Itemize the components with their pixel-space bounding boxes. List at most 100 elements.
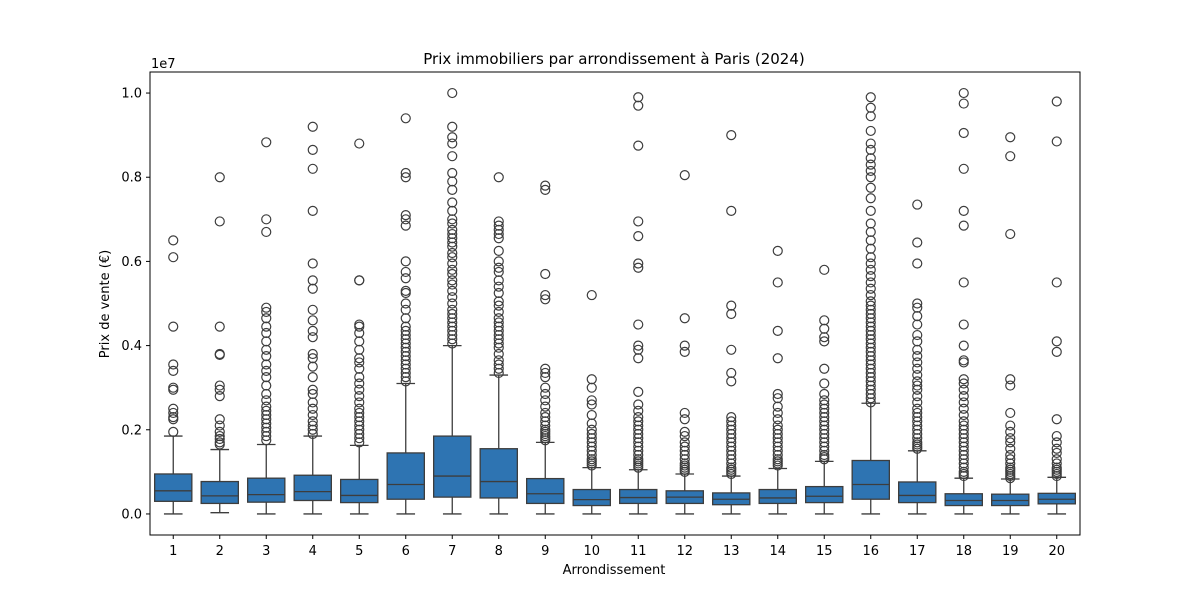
outlier-point xyxy=(493,359,504,370)
outlier-point xyxy=(354,357,365,368)
outlier-point xyxy=(958,378,969,389)
box-11 xyxy=(619,92,658,515)
outlier-point xyxy=(819,395,830,406)
outlier-point xyxy=(958,127,969,139)
chart-title: Prix immobiliers par arrondissement à Pa… xyxy=(423,50,804,68)
x-tick-label: 3 xyxy=(262,544,270,559)
outlier-point xyxy=(865,264,876,275)
outlier-point xyxy=(586,399,597,410)
outlier-point xyxy=(865,235,876,246)
outlier-point xyxy=(633,386,644,397)
outlier-point xyxy=(1051,277,1062,288)
outlier-point xyxy=(1005,449,1016,461)
outlier-point xyxy=(819,264,830,275)
outlier-point xyxy=(772,325,783,336)
outlier-point xyxy=(354,403,365,414)
outlier-point xyxy=(865,111,876,122)
x-tick-label: 12 xyxy=(676,544,693,559)
outlier-point xyxy=(586,428,597,440)
outlier-point xyxy=(679,437,690,448)
box-iqr xyxy=(572,488,612,507)
box-12 xyxy=(665,170,705,515)
outlier-point xyxy=(447,268,458,280)
outlier-point xyxy=(912,397,923,408)
outlier-point xyxy=(772,414,783,425)
outlier-point xyxy=(1005,443,1016,454)
box-3 xyxy=(246,137,286,515)
outlier-point xyxy=(214,430,225,442)
outlier-point xyxy=(865,102,876,113)
outlier-point xyxy=(1005,151,1016,162)
outlier-point xyxy=(1051,454,1062,465)
outlier-point xyxy=(912,344,923,355)
x-tick-label: 10 xyxy=(583,544,600,559)
plot-area xyxy=(153,87,1077,515)
outlier-point xyxy=(400,214,411,225)
outlier-point xyxy=(354,319,365,330)
outlier-point xyxy=(633,216,644,227)
outlier-point xyxy=(540,407,551,419)
outlier-point xyxy=(400,167,411,179)
outlier-point xyxy=(1005,426,1016,437)
box-8 xyxy=(479,172,518,515)
y-tick-label: 0.2 xyxy=(121,423,142,438)
y-tick-label: 0.8 xyxy=(121,171,142,186)
outlier-point xyxy=(912,311,923,322)
box-14 xyxy=(758,245,798,515)
outlier-point xyxy=(307,258,318,269)
outlier-point xyxy=(633,319,644,330)
box-iqr xyxy=(246,477,286,503)
outlier-point xyxy=(307,163,318,174)
outlier-point xyxy=(400,210,411,221)
outlier-point xyxy=(307,205,318,216)
outlier-point xyxy=(679,346,690,358)
outlier-point xyxy=(865,283,876,294)
outlier-point xyxy=(772,245,783,256)
outlier-point xyxy=(726,344,737,355)
outlier-point xyxy=(214,321,225,332)
outlier-point xyxy=(865,277,876,288)
outlier-point xyxy=(447,247,458,259)
outlier-point xyxy=(400,304,411,315)
outlier-point xyxy=(168,365,179,376)
outlier-point xyxy=(540,412,551,423)
outlier-point xyxy=(447,132,458,143)
outlier-point xyxy=(772,388,783,400)
outlier-point xyxy=(1051,414,1062,425)
outlier-point xyxy=(865,125,876,137)
outlier-point xyxy=(586,395,597,406)
outlier-point xyxy=(679,441,690,452)
outlier-point xyxy=(261,321,272,332)
outlier-point xyxy=(726,416,737,427)
outlier-point xyxy=(912,369,923,381)
outlier-point xyxy=(726,376,737,387)
outlier-point xyxy=(493,245,504,256)
outlier-point xyxy=(912,336,923,347)
outlier-point xyxy=(307,384,318,395)
outlier-point xyxy=(958,391,969,402)
outlier-point xyxy=(865,271,876,282)
x-tick-label: 13 xyxy=(723,544,740,559)
outlier-point xyxy=(679,170,690,181)
outlier-point xyxy=(354,391,365,402)
outlier-point xyxy=(447,308,458,320)
outlier-point xyxy=(168,382,179,393)
outlier-point xyxy=(586,418,597,429)
outlier-point xyxy=(865,218,876,229)
outlier-point xyxy=(493,313,504,324)
outlier-point xyxy=(540,180,551,191)
x-tick-label: 15 xyxy=(816,544,833,559)
box-9 xyxy=(526,180,565,515)
outlier-point xyxy=(400,172,411,183)
y-axis-label: Prix de vente (€) xyxy=(98,250,113,358)
outlier-point xyxy=(214,384,225,395)
outlier-point xyxy=(261,344,272,355)
outlier-point xyxy=(447,151,458,162)
outlier-point xyxy=(912,357,923,368)
x-tick-label: 18 xyxy=(955,544,972,559)
outlier-point xyxy=(819,378,830,389)
outlier-point xyxy=(958,397,969,408)
outlier-point xyxy=(168,384,179,395)
outlier-point xyxy=(586,424,597,435)
outlier-point xyxy=(958,220,969,231)
